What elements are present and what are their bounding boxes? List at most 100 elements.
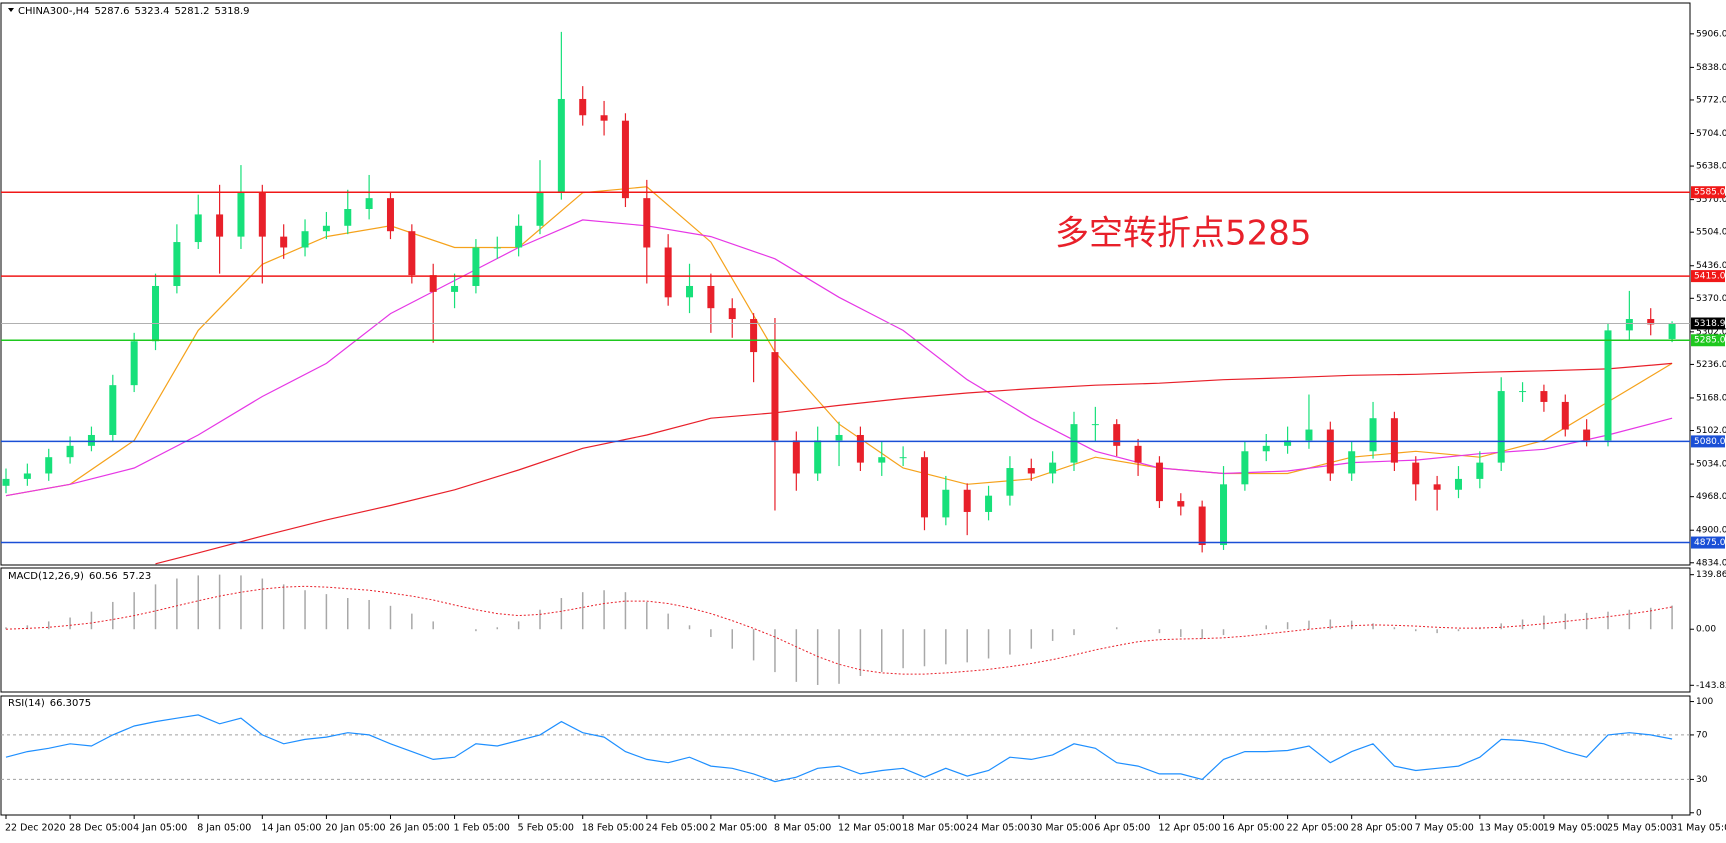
x-tick-label: 7 May 05:00: [1415, 823, 1474, 834]
candle-body: [579, 98, 587, 116]
x-tick-label: 22 Dec 2020: [5, 823, 66, 834]
y-tick-label: 4900.0: [1696, 526, 1726, 536]
candle-body: [1433, 484, 1441, 490]
x-tick-label: 28 Apr 05:00: [1351, 823, 1413, 834]
signal-line: [5, 585, 1673, 675]
candle-body: [1476, 462, 1484, 479]
candle-body: [557, 98, 565, 193]
candle-body: [1412, 462, 1420, 485]
annotation: 多空转折点5285: [1055, 214, 1312, 254]
x-tick-label: 28 Dec 05:00: [69, 823, 133, 834]
candle-body: [1262, 445, 1270, 452]
y-tick-label: 5436.0: [1696, 261, 1726, 271]
level-label: 5415.0: [1694, 272, 1726, 282]
chart-header: CHINA300-,H4 5287.6 5323.4 5281.2 5318.9: [18, 6, 250, 17]
y-tick-label: 5772.0: [1696, 95, 1726, 105]
candle-body: [493, 247, 501, 249]
candle-body: [1625, 319, 1633, 331]
level-label-box: [1691, 536, 1725, 549]
ohlc-low: 5281.2: [175, 6, 210, 17]
candle-body: [1348, 451, 1356, 474]
candle-body: [280, 236, 288, 248]
y-tick-label: 5168.0: [1696, 393, 1726, 403]
candle-body: [1561, 401, 1569, 430]
candle-body: [963, 489, 971, 512]
candle-body: [1583, 429, 1591, 441]
candle-body: [45, 457, 53, 474]
x-tick-label: 2 Mar 05:00: [710, 823, 767, 834]
candle-body: [792, 440, 800, 474]
candle-body: [1049, 462, 1057, 474]
candle-body: [1177, 501, 1185, 507]
candle-body: [109, 385, 117, 435]
x-tick-label: 31 May 05:00: [1671, 823, 1726, 834]
macd-title: MACD(12,26,9): [8, 571, 84, 582]
candle-body: [472, 247, 480, 286]
candle-body: [1454, 478, 1462, 490]
candle-body: [1390, 418, 1398, 463]
candle-body: [66, 445, 74, 458]
rsi-title: RSI(14): [8, 698, 45, 709]
ohlc-close: 5318.9: [215, 6, 250, 17]
candle-body: [643, 198, 651, 248]
candle-body: [942, 489, 950, 518]
ohlc-high: 5323.4: [135, 6, 170, 17]
plot-area: [1, 714, 1690, 783]
y-tick-label: 5236.0: [1696, 360, 1726, 370]
price-label-box: [1691, 317, 1725, 330]
candle-body: [451, 285, 459, 292]
y-tick-label: 5102.0: [1696, 426, 1726, 436]
candle-body: [1220, 484, 1228, 546]
candle-body: [600, 115, 608, 121]
candle-body: [814, 440, 822, 474]
candle-body: [1519, 391, 1527, 393]
candle-body: [1113, 424, 1121, 446]
candle-body: [985, 495, 993, 512]
candle-body: [152, 285, 160, 342]
level-label-box: [1691, 334, 1725, 347]
candle-body: [216, 214, 224, 237]
candle-body: [1241, 451, 1249, 485]
candle-body: [920, 457, 928, 518]
candle-body: [771, 352, 779, 441]
candle-body: [1070, 424, 1078, 463]
candle-body: [1284, 440, 1292, 446]
x-tick-label: 6 Apr 05:00: [1094, 823, 1150, 834]
x-tick-label: 16 Apr 05:00: [1223, 823, 1285, 834]
rsi-line: [5, 714, 1673, 783]
level-label-box: [1691, 186, 1725, 199]
macd-header: MACD(12,26,9) 60.56 57.23: [8, 571, 151, 582]
candle-body: [1668, 323, 1676, 339]
panel-frame: [0, 695, 1691, 816]
y-tick-label: 0.00: [1696, 625, 1716, 635]
candle-body: [878, 457, 886, 463]
y-tick-label: 5570.0: [1696, 195, 1726, 205]
candle-body: [194, 214, 202, 243]
plot-area: [5, 574, 1673, 685]
y-tick-label: 70: [1696, 730, 1708, 740]
y-tick-label: 5034.0: [1696, 460, 1726, 470]
x-tick-label: 12 Apr 05:00: [1158, 823, 1220, 834]
candle-body: [408, 231, 416, 276]
x-tick-label: 20 Jan 05:00: [325, 823, 385, 834]
x-tick-label: 8 Mar 05:00: [774, 823, 831, 834]
y-tick-label: 4968.0: [1696, 492, 1726, 502]
candle-body: [87, 434, 95, 446]
candle-body: [1006, 468, 1014, 496]
candle-body: [1497, 391, 1505, 463]
y-tick-label: 30: [1696, 775, 1708, 785]
candle-body: [173, 242, 181, 286]
symbol: CHINA300-,H4: [18, 6, 90, 17]
level-label-box: [1691, 270, 1725, 283]
y-tick-label: 100: [1696, 697, 1713, 707]
x-tick-label: 13 May 05:00: [1479, 823, 1544, 834]
candle-body: [707, 285, 715, 309]
candle-body: [23, 473, 31, 479]
level-label: 4875.0: [1694, 538, 1726, 548]
ohlc-open: 5287.6: [95, 6, 130, 17]
y-tick-label: 5638.0: [1696, 162, 1726, 172]
candle-body: [899, 457, 907, 459]
y-tick-label: 139.86: [1696, 570, 1726, 580]
candle-body: [1647, 319, 1655, 325]
